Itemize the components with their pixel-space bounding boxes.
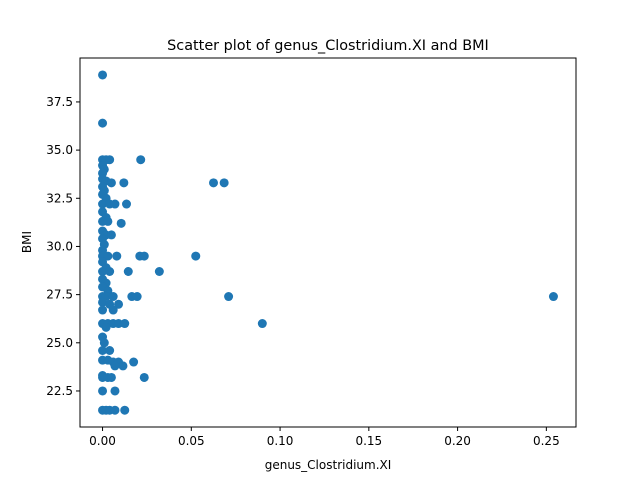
y-tick-label: 32.5 bbox=[46, 191, 73, 205]
x-tick-label: 0.10 bbox=[267, 434, 294, 448]
data-point bbox=[105, 346, 115, 355]
data-point bbox=[98, 346, 108, 355]
y-tick-label: 22.5 bbox=[46, 384, 73, 398]
data-point bbox=[105, 155, 115, 165]
data-point bbox=[108, 305, 118, 315]
data-point bbox=[98, 118, 108, 128]
data-point bbox=[99, 338, 109, 348]
y-axis-ticks: 22.5 25.0 27.5 30.0 32.5 35.0 37.5 bbox=[46, 95, 80, 398]
y-tick-label: 30.0 bbox=[46, 239, 73, 253]
data-point bbox=[98, 305, 108, 315]
data-point bbox=[114, 299, 124, 309]
data-point bbox=[191, 251, 201, 261]
y-tick-label: 25.0 bbox=[46, 336, 73, 350]
data-point bbox=[110, 386, 120, 396]
data-point bbox=[139, 372, 149, 382]
data-point bbox=[108, 292, 118, 302]
plot-frame bbox=[79, 57, 577, 428]
data-point bbox=[118, 361, 128, 371]
data-point bbox=[120, 405, 130, 415]
x-tick-label: 0.15 bbox=[355, 434, 382, 448]
data-point bbox=[106, 178, 116, 188]
x-tick-label: 0.25 bbox=[533, 434, 560, 448]
data-point bbox=[103, 251, 113, 261]
data-point bbox=[122, 199, 132, 209]
data-point bbox=[136, 155, 146, 165]
y-tick-label: 27.5 bbox=[46, 288, 73, 302]
data-point bbox=[110, 361, 120, 371]
x-axis-label: genus_Clostridium.XI bbox=[265, 458, 392, 472]
x-axis-ticks: 0.00 0.05 0.10 0.15 0.20 0.25 bbox=[89, 427, 560, 448]
chart-title: Scatter plot of genus_Clostridium.XI and… bbox=[167, 38, 489, 54]
data-point bbox=[129, 357, 139, 367]
data-point bbox=[119, 178, 129, 188]
x-tick-label: 0.20 bbox=[444, 434, 471, 448]
data-point bbox=[209, 178, 218, 188]
data-point bbox=[103, 216, 113, 226]
x-tick-label: 0.00 bbox=[89, 434, 116, 448]
data-point bbox=[112, 251, 122, 261]
data-point bbox=[219, 178, 229, 188]
data-point bbox=[132, 292, 142, 302]
data-point bbox=[98, 70, 108, 80]
data-point bbox=[116, 218, 126, 228]
y-tick-label: 37.5 bbox=[46, 95, 73, 109]
x-tick-label: 0.05 bbox=[178, 434, 205, 448]
data-point bbox=[105, 267, 115, 276]
data-point bbox=[101, 322, 111, 332]
data-point bbox=[224, 292, 234, 302]
data-point bbox=[106, 230, 116, 240]
data-point bbox=[110, 405, 120, 415]
data-point bbox=[123, 267, 133, 276]
data-point bbox=[548, 292, 558, 302]
data-point bbox=[154, 267, 164, 276]
data-point bbox=[110, 199, 120, 209]
y-axis-label: BMI bbox=[20, 231, 34, 253]
points-layer bbox=[98, 70, 558, 415]
y-tick-label: 35.0 bbox=[46, 143, 73, 157]
data-point bbox=[98, 267, 108, 276]
data-point bbox=[98, 386, 108, 396]
data-point bbox=[139, 251, 149, 261]
data-point bbox=[120, 319, 130, 329]
data-point bbox=[257, 319, 267, 329]
data-point bbox=[98, 297, 108, 307]
data-point bbox=[106, 372, 116, 382]
data-point bbox=[114, 319, 124, 329]
data-point bbox=[98, 199, 108, 209]
